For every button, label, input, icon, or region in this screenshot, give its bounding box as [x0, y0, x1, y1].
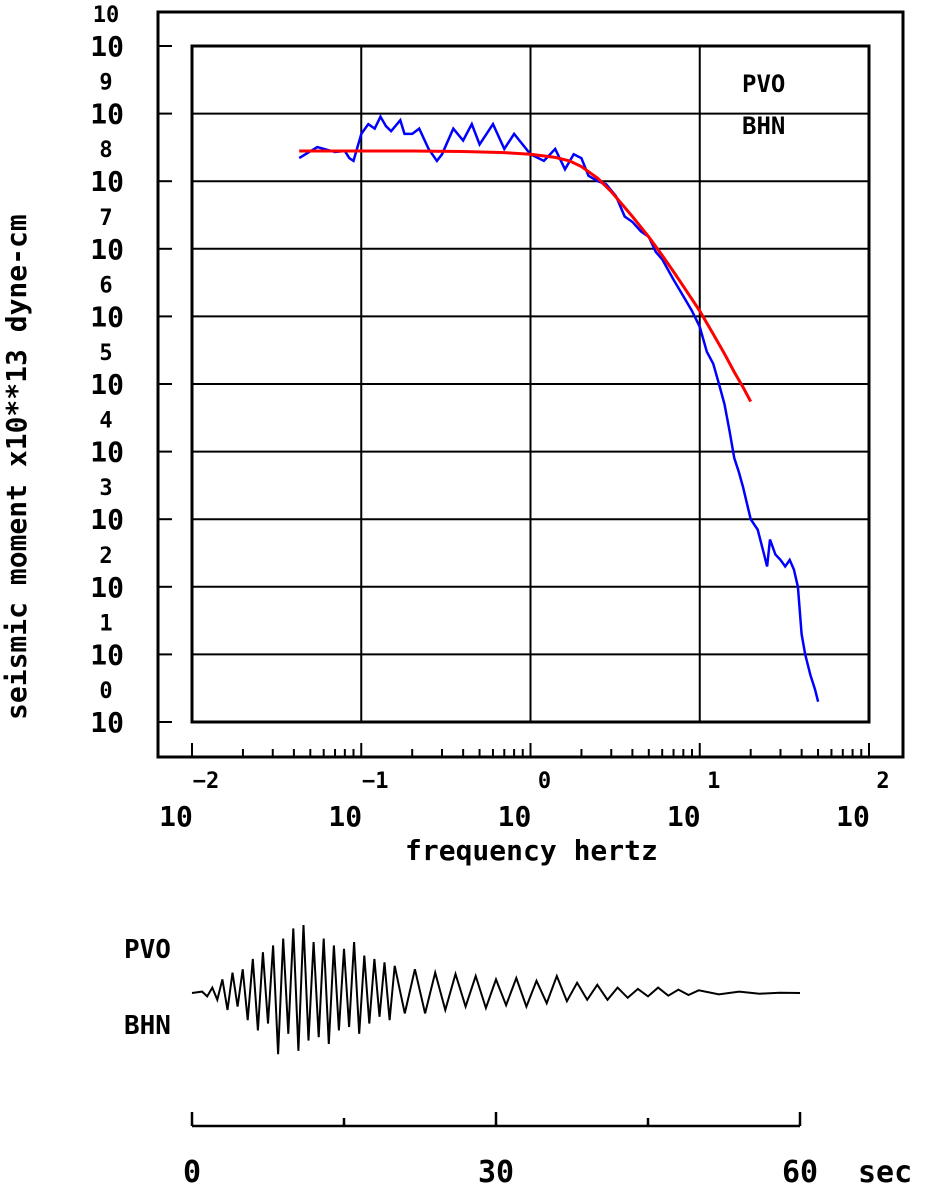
y-tick-base: 10 — [90, 300, 124, 333]
seismogram-trace — [191, 924, 801, 1055]
time-tick-label: 30 — [478, 1155, 514, 1184]
x-tick-exponent: 2 — [876, 769, 889, 794]
y-tick-base: 10 — [90, 368, 124, 401]
seismogram-plot: PVO BHN 0 30 60 sec — [124, 924, 912, 1184]
x-axis-ticks — [191, 743, 870, 757]
time-axis-unit: sec — [858, 1155, 912, 1184]
seismogram-station-label: PVO — [124, 935, 171, 965]
y-tick-exponent: 0 — [99, 679, 112, 704]
x-tick-base: 10 — [836, 800, 870, 833]
y-tick-exponent: 2 — [99, 544, 112, 569]
y-tick-exponent: 6 — [99, 273, 112, 298]
x-tick-base: 10 — [328, 800, 362, 833]
y-tick-base: 10 — [90, 503, 124, 536]
y-tick-base: 10 — [90, 706, 124, 739]
time-tick-label: 60 — [782, 1155, 818, 1184]
time-tick-label: 0 — [183, 1155, 201, 1184]
x-axis-label: frequency hertz — [405, 834, 658, 867]
channel-label: BHN — [742, 112, 785, 140]
time-axis-tick-labels: 0 30 60 — [183, 1155, 818, 1184]
y-tick-base: 10 — [90, 165, 124, 198]
y-tick-base: 10 — [90, 638, 124, 671]
x-tick-exponent: −2 — [193, 769, 220, 794]
y-tick-base: 10 — [90, 436, 124, 469]
y-axis-label: seismic moment x10**13 dyne-cm — [0, 214, 33, 720]
y-tick-exponent: 3 — [99, 476, 112, 501]
time-axis-ticks — [190, 1112, 802, 1126]
y-tick-exponent: 1 — [99, 611, 112, 636]
y-tick-base: 10 — [90, 30, 124, 63]
x-tick-base: 10 — [667, 800, 701, 833]
y-tick-base: 10 — [90, 98, 124, 131]
x-tick-exponent: 0 — [538, 769, 551, 794]
y-tick-base: 10 — [90, 233, 124, 266]
grid — [192, 46, 869, 722]
y-tick-base: 10 — [90, 571, 124, 604]
y-tick-exponent: 9 — [99, 71, 112, 96]
y-tick-exponent: 4 — [99, 409, 112, 434]
observed-spectrum-line — [298, 114, 820, 703]
x-tick-exponent: −1 — [362, 769, 389, 794]
y-tick-exponent: 5 — [99, 341, 112, 366]
seismogram-channel-label: BHN — [124, 1011, 171, 1041]
x-tick-base: 10 — [498, 800, 532, 833]
station-label: PVO — [742, 70, 785, 98]
y-tick-exponent: 10 — [93, 3, 120, 28]
x-tick-exponent: 1 — [707, 769, 720, 794]
y-tick-exponent: 7 — [99, 206, 112, 231]
y-axis-ticks — [158, 45, 172, 723]
y-tick-exponent: 8 — [99, 138, 112, 163]
model-fit-line — [299, 149, 753, 403]
x-tick-base: 10 — [159, 800, 193, 833]
